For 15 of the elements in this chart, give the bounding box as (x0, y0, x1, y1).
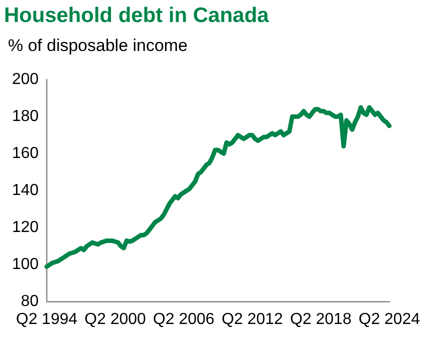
x-tick-label: Q2 2012 (222, 310, 284, 328)
x-tick-label: Q2 2018 (290, 310, 352, 328)
x-tick-label: Q2 2006 (153, 310, 215, 328)
y-axis-title: % of disposable income (8, 36, 188, 56)
y-tick-label: 180 (12, 108, 39, 126)
chart-title: Household debt in Canada (4, 4, 269, 28)
y-tick-label: 80 (20, 293, 39, 310)
y-tick-label: 100 (12, 256, 39, 274)
y-tick-label: 160 (12, 145, 39, 162)
x-tick-label: Q2 2000 (84, 310, 146, 328)
y-tick-label: 120 (12, 219, 39, 236)
y-tick-label: 200 (12, 71, 39, 88)
y-tick-label: 140 (12, 182, 39, 200)
x-tick-label: Q2 1994 (16, 310, 78, 328)
x-tick-label: Q2 2024 (358, 310, 420, 328)
